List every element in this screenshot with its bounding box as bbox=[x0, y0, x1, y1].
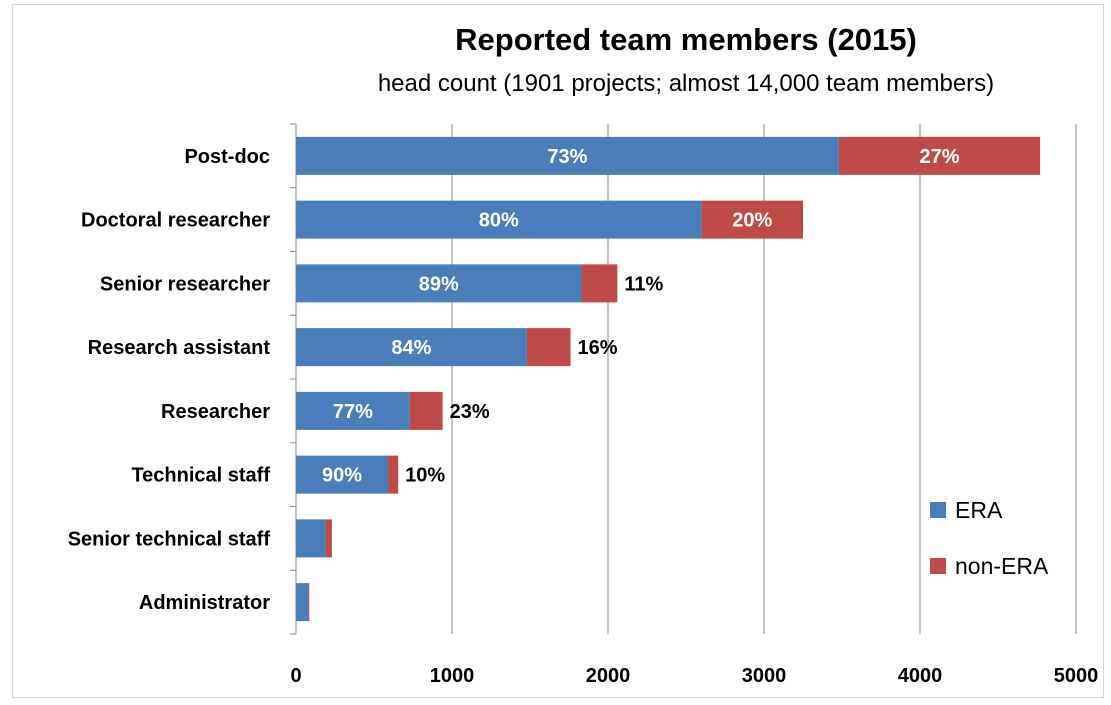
category-label: Doctoral researcher bbox=[81, 210, 270, 232]
data-label: 80% bbox=[479, 210, 519, 232]
data-label: 77% bbox=[333, 401, 373, 423]
bar-segment-non-era bbox=[526, 328, 571, 367]
bar-segment-non-era bbox=[325, 519, 332, 558]
bar-segment-non-era bbox=[308, 583, 310, 622]
data-label: 23% bbox=[450, 401, 490, 423]
data-label: 84% bbox=[391, 337, 431, 359]
legend-swatch-era bbox=[930, 502, 946, 518]
bar-segment-era bbox=[296, 136, 839, 175]
legend-swatch-non-era bbox=[930, 558, 946, 574]
legend-label: ERA bbox=[955, 497, 1003, 523]
x-tick-label: 3000 bbox=[742, 665, 787, 687]
x-tick-label: 1000 bbox=[430, 665, 475, 687]
bar-segment-era bbox=[296, 391, 410, 430]
x-tick-label: 4000 bbox=[898, 665, 943, 687]
bar-segment-era bbox=[296, 583, 309, 622]
data-label: 10% bbox=[405, 465, 445, 487]
data-label: 20% bbox=[732, 210, 772, 232]
bar-segment-non-era bbox=[838, 136, 1041, 175]
bar-segment-era bbox=[296, 200, 702, 239]
category-label: Technical staff bbox=[131, 465, 270, 487]
bar-segment-non-era bbox=[701, 200, 803, 239]
data-label: 27% bbox=[919, 146, 959, 168]
bar-segment-era bbox=[296, 519, 326, 558]
bar-segment-non-era bbox=[388, 455, 399, 494]
category-label: Researcher bbox=[161, 401, 270, 423]
category-label: Senior technical staff bbox=[68, 528, 271, 550]
bar-segment-non-era bbox=[581, 264, 618, 303]
x-tick-label: 0 bbox=[290, 665, 301, 687]
x-tick-label: 2000 bbox=[586, 665, 631, 687]
bar-segment-era bbox=[296, 328, 527, 367]
data-label: 89% bbox=[419, 273, 459, 295]
data-label: 90% bbox=[322, 465, 362, 487]
chart-subtitle: head count (1901 projects; almost 14,000… bbox=[377, 70, 995, 97]
category-label: Senior researcher bbox=[100, 273, 270, 295]
category-label: Administrator bbox=[139, 592, 270, 614]
x-tick-label: 5000 bbox=[1054, 665, 1099, 687]
legend-label: non-ERA bbox=[955, 553, 1049, 579]
data-label: 11% bbox=[624, 273, 663, 295]
category-label: Post-doc bbox=[184, 146, 270, 168]
category-label: Research assistant bbox=[88, 337, 271, 359]
data-label: 16% bbox=[578, 337, 618, 359]
chart-title: Reported team members (2015) bbox=[455, 22, 917, 57]
bar-segment-non-era bbox=[409, 391, 443, 430]
data-label: 73% bbox=[547, 146, 587, 168]
bar-segment-era bbox=[296, 455, 389, 494]
bar-segment-era bbox=[296, 264, 582, 303]
